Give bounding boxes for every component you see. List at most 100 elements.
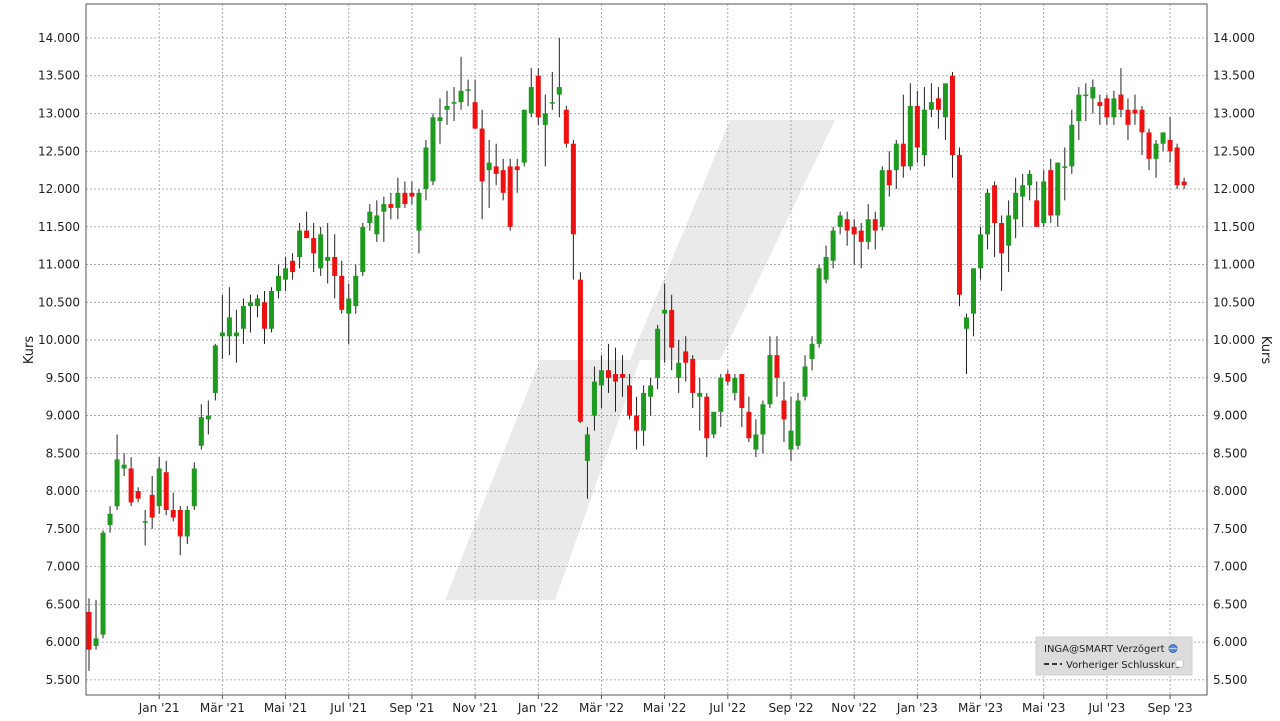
candle xyxy=(290,253,296,280)
candle-body xyxy=(114,459,120,507)
candle-body xyxy=(978,234,984,269)
candle xyxy=(486,139,492,208)
candle-body xyxy=(767,355,773,405)
legend-toggle-checkbox[interactable] xyxy=(1175,659,1184,668)
candle xyxy=(1139,105,1145,156)
y-tick-label-left: 14.000 xyxy=(38,31,80,45)
candle-body xyxy=(1013,192,1019,220)
candle-body xyxy=(676,362,682,378)
candle xyxy=(627,374,633,420)
y-tick-label-right: 12.000 xyxy=(1213,182,1255,196)
candle xyxy=(725,370,731,386)
x-tick-label: Sep '22 xyxy=(769,701,814,715)
candle-body xyxy=(992,185,998,224)
candle-body xyxy=(212,345,218,393)
candle xyxy=(163,460,169,516)
candle xyxy=(690,355,696,409)
candle xyxy=(907,83,913,171)
candle-body xyxy=(1034,200,1040,227)
candle-body xyxy=(598,370,604,386)
candle xyxy=(971,268,977,337)
candle-body xyxy=(1048,170,1054,216)
legend: INGA@SMART Verzögert Vorheriger Schlussk… xyxy=(1035,636,1193,676)
y-tick-label-left: 9.500 xyxy=(46,371,80,385)
x-tick-label: Nov '21 xyxy=(452,701,498,715)
candle-body xyxy=(381,204,387,212)
candle-body xyxy=(1097,102,1103,106)
candle xyxy=(1041,170,1047,227)
candle-body xyxy=(746,411,752,439)
y-tick-label-right: 9.500 xyxy=(1213,371,1247,385)
candle-body xyxy=(486,162,492,171)
candle-body xyxy=(184,509,190,537)
candle-body xyxy=(1055,162,1061,216)
candle-body xyxy=(900,143,906,167)
candle xyxy=(549,71,555,110)
candle xyxy=(999,215,1005,291)
candle-body xyxy=(697,392,703,397)
candle xyxy=(374,200,380,242)
y-tick-label-right: 11.000 xyxy=(1213,258,1255,272)
candle-body xyxy=(1006,215,1012,246)
candle xyxy=(921,87,927,167)
candle xyxy=(367,204,373,231)
candle-body xyxy=(795,400,801,446)
candle-body xyxy=(907,105,913,167)
candle xyxy=(683,336,689,382)
candle xyxy=(121,453,127,476)
candle-body xyxy=(1139,109,1145,133)
candle xyxy=(170,492,176,522)
candle xyxy=(837,211,843,235)
candle xyxy=(964,313,969,375)
candle xyxy=(753,419,759,458)
candle xyxy=(444,90,450,125)
candle-body xyxy=(921,109,927,156)
candle-body xyxy=(1118,94,1124,110)
candle-body xyxy=(718,377,724,412)
candle xyxy=(388,192,394,220)
candle xyxy=(395,177,401,220)
candle xyxy=(697,377,703,431)
candle xyxy=(528,68,534,118)
candle xyxy=(332,234,338,299)
candle-body xyxy=(395,192,401,208)
candle-body xyxy=(191,468,197,507)
candle-body xyxy=(128,468,134,503)
candle-body xyxy=(1132,109,1138,114)
candle-body xyxy=(971,268,977,314)
y-tick-label-left: 11.000 xyxy=(38,258,80,272)
candle xyxy=(893,139,899,190)
candle-body xyxy=(388,204,394,208)
x-tick-label: Jul '21 xyxy=(329,701,367,715)
candle xyxy=(107,506,113,533)
candle-body xyxy=(311,238,317,254)
candle-body xyxy=(753,434,759,450)
candle xyxy=(928,83,934,118)
y-tick-label-right: 6.000 xyxy=(1213,635,1247,649)
y-tick-label-left: 7.000 xyxy=(46,560,80,574)
candle xyxy=(914,90,920,163)
candles xyxy=(86,37,1187,671)
candle-body xyxy=(205,415,211,420)
y-tick-label-right: 8.500 xyxy=(1213,446,1247,460)
y-tick-label-right: 7.000 xyxy=(1213,560,1247,574)
y-tick-label-right: 13.000 xyxy=(1213,107,1255,121)
candle xyxy=(339,260,345,314)
candle-body xyxy=(809,343,815,359)
candle-body xyxy=(135,491,141,499)
y-tick-label-left: 11.500 xyxy=(38,220,80,234)
y-tick-label-left: 12.000 xyxy=(38,182,80,196)
candle xyxy=(879,166,885,231)
y-tick-label-left: 7.500 xyxy=(46,522,80,536)
candle xyxy=(472,79,478,129)
candle xyxy=(816,264,822,348)
candle xyxy=(114,434,120,510)
candle xyxy=(1181,177,1187,190)
candle xyxy=(1048,158,1054,224)
candle xyxy=(1125,98,1131,140)
candle xyxy=(788,396,794,461)
candle xyxy=(563,105,569,148)
plot-frame xyxy=(85,3,1208,696)
candle-body xyxy=(655,328,661,378)
